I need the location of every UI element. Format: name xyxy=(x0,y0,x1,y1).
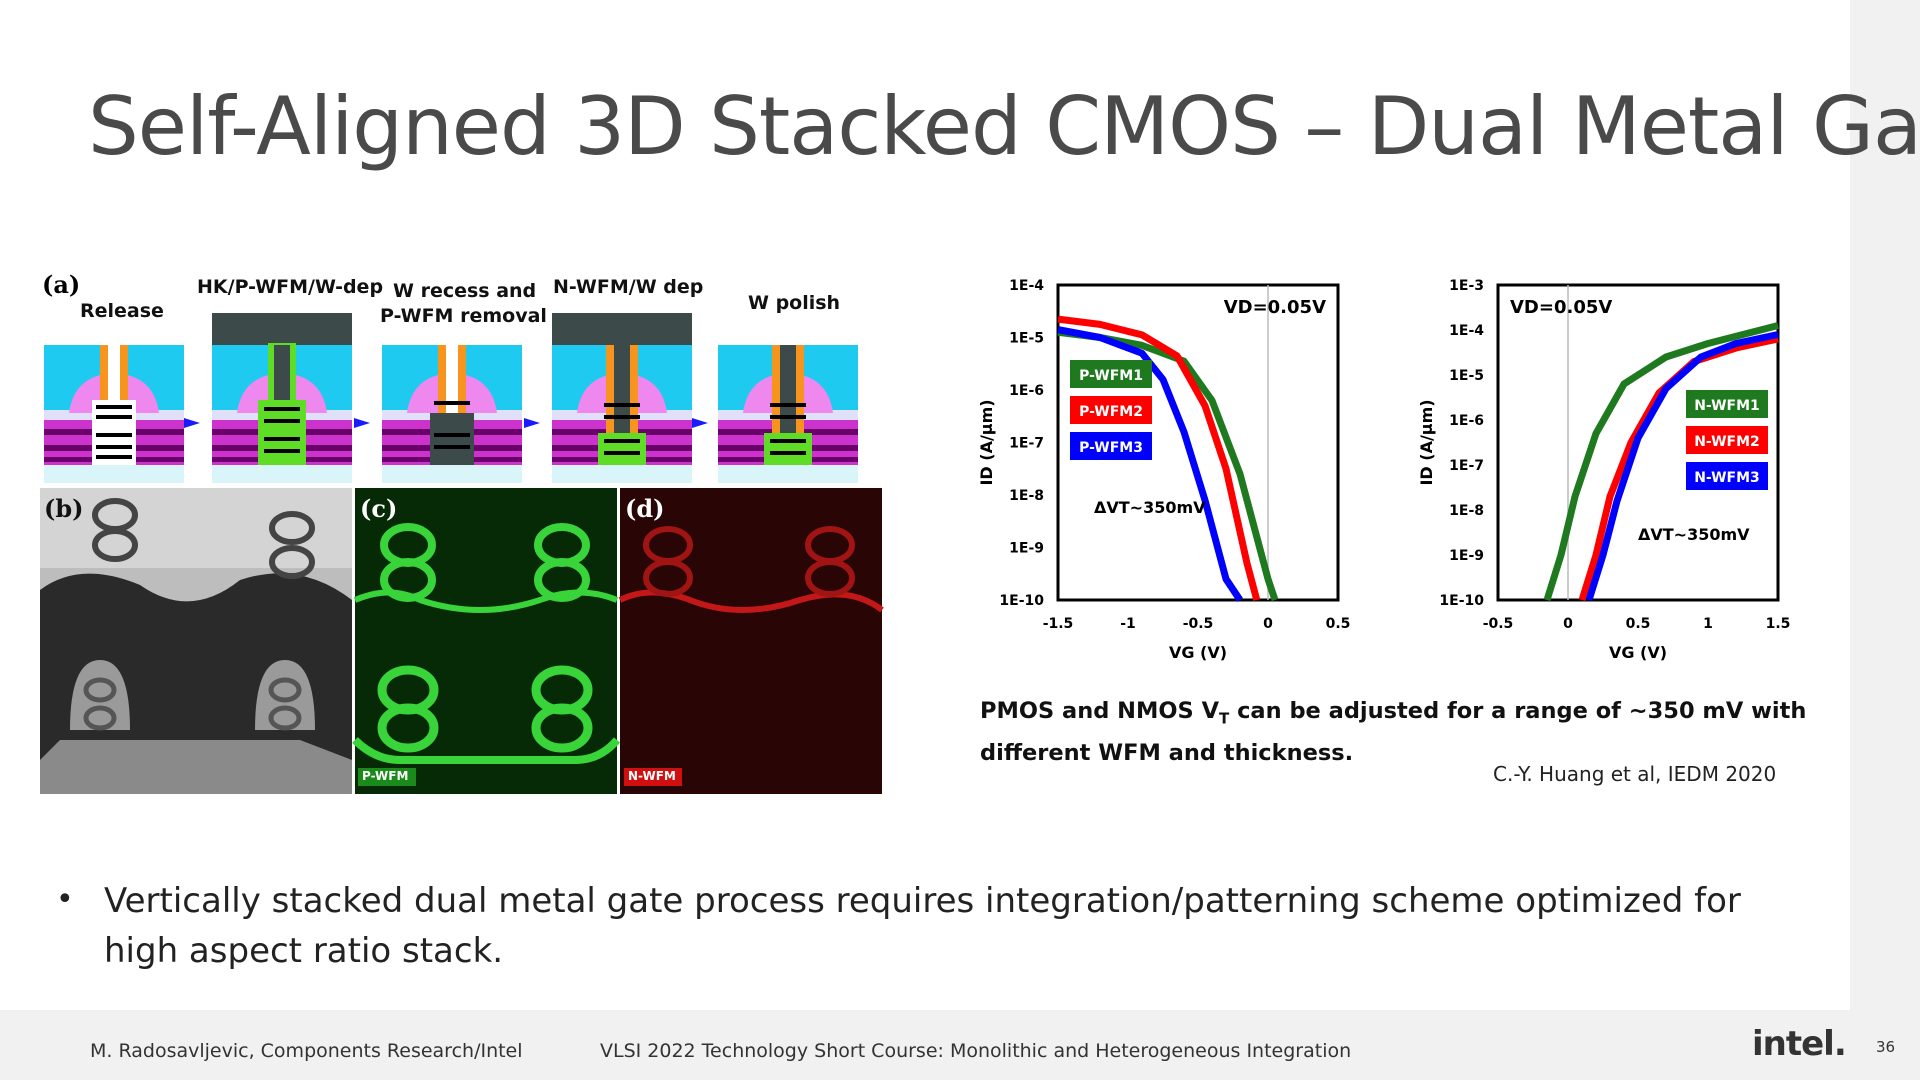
y-axis-label: ID (A/µm) xyxy=(977,399,996,485)
caption-part-2: can be adjusted for a range of ~350 mV w… xyxy=(980,698,1807,766)
panel-b-letter: (b) xyxy=(44,494,84,523)
x-tick-label: -1 xyxy=(1120,616,1136,632)
nmos-chart: 1E-3 1E-4 1E-5 1E-6 1E-7 1E-8 1E-9 1E-10 -0.5 0 0.… xyxy=(1417,278,1791,662)
slide-title: Self-Aligned 3D Stacked CMOS – Dual Meta… xyxy=(88,80,1920,173)
tem-image-panel-b xyxy=(40,488,352,794)
y-tick-label: 1E-9 xyxy=(1449,548,1484,564)
legend-entry: N-WFM3 xyxy=(1694,470,1760,486)
y-tick-label: 1E-10 xyxy=(999,593,1044,609)
x-tick-label: -0.5 xyxy=(1183,616,1214,632)
legend-swatch xyxy=(1686,426,1768,454)
y-tick-label: 1E-8 xyxy=(1449,503,1484,519)
bullet-dot: • xyxy=(56,882,74,917)
panel-c-letter: (c) xyxy=(360,494,398,523)
page-number: 36 xyxy=(1876,1038,1896,1056)
caption-part-1: PMOS and NMOS V xyxy=(980,698,1219,724)
y-tick-label: 1E-8 xyxy=(1009,488,1044,504)
series-line-n-wfm1 xyxy=(1543,322,1779,602)
y-tick-label: 1E-9 xyxy=(1009,541,1044,557)
vd-annotation: VD=0.05V xyxy=(1224,297,1326,318)
flow-arrows xyxy=(184,418,708,428)
device-w-recess xyxy=(382,345,522,483)
figure-caption: PMOS and NMOS VT can be adjusted for a r… xyxy=(980,694,1860,770)
panel-a-letter: (a) xyxy=(42,270,81,299)
x-axis-label: VG (V) xyxy=(1609,643,1667,662)
citation: C.-Y. Huang et al, IEDM 2020 xyxy=(1493,762,1777,786)
process-flow-schematic xyxy=(40,313,884,794)
y-tick-label: 1E-10 xyxy=(1439,593,1484,609)
intel-logo: intel. xyxy=(1752,1024,1847,1064)
legend-swatch xyxy=(1070,432,1152,460)
step-pwfm-removal-label: P-WFM removal xyxy=(380,305,547,327)
y-tick-label: 1E-6 xyxy=(1449,413,1484,429)
legend-swatch xyxy=(1070,360,1152,388)
step-nwfm-w-dep-label: N-WFM/W dep xyxy=(553,276,704,298)
x-tick-label: 0.5 xyxy=(1326,616,1351,632)
y-tick-label: 1E-4 xyxy=(1009,278,1044,294)
n-wfm-tag: N-WFM xyxy=(628,769,676,783)
x-axis-label: VG (V) xyxy=(1169,643,1227,662)
delta-vt-label: ΔVT~350mV xyxy=(1094,498,1206,517)
y-axis-label: ID (A/µm) xyxy=(1417,399,1436,485)
p-wfm-tag: P-WFM xyxy=(362,769,409,783)
pmos-chart: 1E-4 1E-5 1E-6 1E-7 1E-8 1E-9 1E-10 -1.5 -1 -0.5 0… xyxy=(977,278,1351,662)
right-margin-strip xyxy=(1850,0,1920,1080)
x-tick-label: 0.5 xyxy=(1626,616,1651,632)
eds-map-panel-d xyxy=(618,488,884,794)
y-tick-label: 1E-3 xyxy=(1449,278,1484,294)
y-tick-label: 1E-6 xyxy=(1009,383,1044,399)
legend-entry: N-WFM1 xyxy=(1694,398,1760,414)
device-hk-pwfm xyxy=(212,313,352,483)
series-line-n-wfm2 xyxy=(1578,335,1779,602)
vd-annotation: VD=0.05V xyxy=(1510,297,1612,318)
legend-swatch xyxy=(1686,390,1768,418)
panel-d-letter: (d) xyxy=(625,494,665,523)
x-tick-label: 1.5 xyxy=(1766,616,1791,632)
footer-bar xyxy=(0,1010,1920,1080)
footer-course: VLSI 2022 Technology Short Course: Monol… xyxy=(600,1040,1352,1062)
device-nwfm-w-dep xyxy=(552,313,692,483)
x-tick-label: -1.5 xyxy=(1043,616,1074,632)
x-tick-label: 0 xyxy=(1263,616,1273,632)
legend-entry: P-WFM3 xyxy=(1079,440,1143,456)
step-w-recess-label: W recess and xyxy=(393,280,537,302)
bullet-text: Vertically stacked dual metal gate proce… xyxy=(104,881,1741,971)
step-hk-pwfm-label: HK/P-WFM/W-dep xyxy=(197,276,384,298)
delta-vt-label: ΔVT~350mV xyxy=(1638,525,1750,544)
caption-subscript: T xyxy=(1219,709,1230,728)
y-tick-label: 1E-5 xyxy=(1449,368,1484,384)
legend-swatch xyxy=(1686,462,1768,490)
device-release xyxy=(44,345,184,483)
series-line-n-wfm3 xyxy=(1585,331,1779,602)
series-line-p-wfm2 xyxy=(1057,315,1261,601)
x-tick-label: 1 xyxy=(1703,616,1713,632)
step-w-polish-label: W polish xyxy=(748,292,841,314)
x-tick-label: -0.5 xyxy=(1483,616,1514,632)
legend-swatch xyxy=(1070,396,1152,424)
footer-author: M. Radosavljevic, Components Research/In… xyxy=(90,1040,523,1062)
y-tick-label: 1E-7 xyxy=(1009,436,1044,452)
y-tick-label: 1E-4 xyxy=(1449,323,1484,339)
legend-entry: P-WFM2 xyxy=(1079,404,1143,420)
eds-map-panel-c xyxy=(352,488,621,794)
legend-entry: N-WFM2 xyxy=(1694,434,1760,450)
series-line-p-wfm3 xyxy=(1057,326,1243,602)
legend-entry: P-WFM1 xyxy=(1079,368,1143,384)
y-tick-label: 1E-5 xyxy=(1009,331,1044,347)
y-tick-label: 1E-7 xyxy=(1449,458,1484,474)
step-release-label: Release xyxy=(80,300,164,322)
device-w-polish xyxy=(718,345,858,483)
x-tick-label: 0 xyxy=(1563,616,1573,632)
